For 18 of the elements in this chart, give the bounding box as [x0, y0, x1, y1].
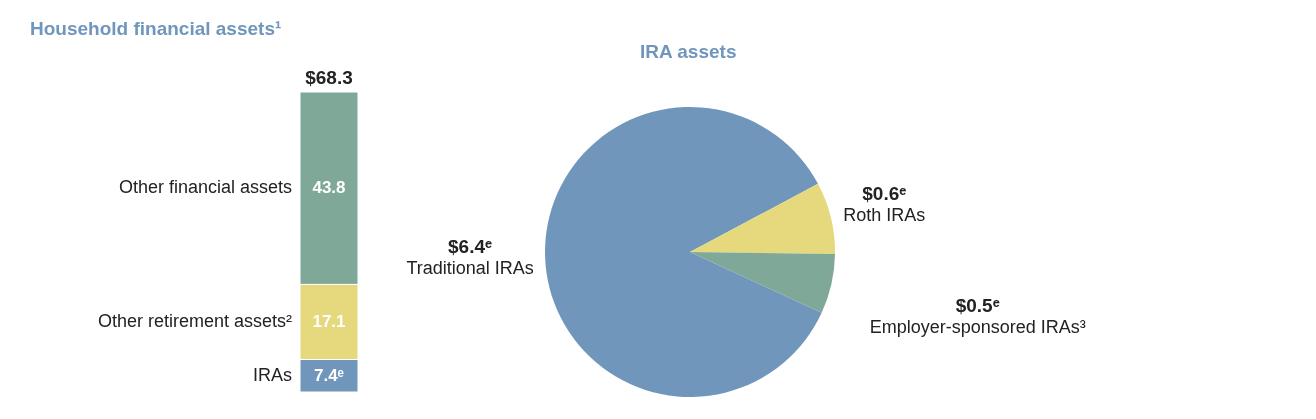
total-label: $68.3 [305, 67, 353, 88]
series-label: IRAs [252, 364, 292, 385]
data-label: 17.1 [312, 311, 346, 331]
data-label: 7.4ᵉ [313, 365, 345, 385]
series-label: Other retirement assets² [97, 310, 293, 331]
data-label: $6.4ᵉ [448, 236, 493, 258]
chart-title: IRA assets [640, 41, 737, 62]
pie-slice [690, 183, 835, 254]
pie-slice [690, 252, 835, 313]
data-label: 43.8 [312, 178, 346, 198]
series-label: Other financial assets [118, 177, 292, 198]
slice-label: Traditional IRAs [406, 258, 534, 279]
slice-label: Roth IRAs [843, 204, 926, 225]
slice-label: Employer-sponsored IRAs³ [869, 317, 1086, 338]
data-label: $0.6ᵉ [862, 182, 907, 204]
pie-slice [545, 107, 822, 397]
chart-title: Household financial assets¹ [30, 18, 282, 39]
data-label: $0.5ᵉ [955, 295, 1000, 317]
